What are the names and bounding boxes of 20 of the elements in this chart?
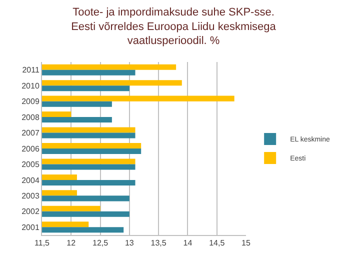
x-tick-label: 12,5: [92, 238, 109, 248]
x-tick-label: 14: [183, 238, 193, 248]
y-tick-label: 2008: [22, 112, 40, 122]
y-tick-label: 2004: [22, 176, 40, 185]
chart-title: Toote- ja impordimaksude suhe SKP-sse. Eesti võrreldes Euroopa Liidu keskmisega vaatlusperioodil. %: [71, 6, 277, 48]
y-tick-label: 2005: [22, 160, 40, 170]
x-tick-label: 13: [124, 238, 134, 248]
y-tick-label: 2006: [22, 144, 40, 154]
y-tick-label: 2009: [22, 97, 40, 106]
y-tick-label: 2003: [22, 191, 40, 200]
x-tick-label: 15: [242, 238, 251, 248]
y-tick-label: 2001: [22, 222, 40, 232]
y-tick-label: 2010: [22, 81, 40, 90]
x-tick-label: 14,5: [209, 238, 226, 248]
y-tick-label: 2011: [22, 66, 40, 75]
y-tick-label: 2007: [22, 128, 40, 138]
x-tick-label: 11,5: [34, 238, 50, 248]
y-tick-label: 2002: [22, 207, 40, 216]
x-tick-label: 12: [66, 238, 76, 248]
x-tick-label: 13,5: [150, 238, 167, 248]
